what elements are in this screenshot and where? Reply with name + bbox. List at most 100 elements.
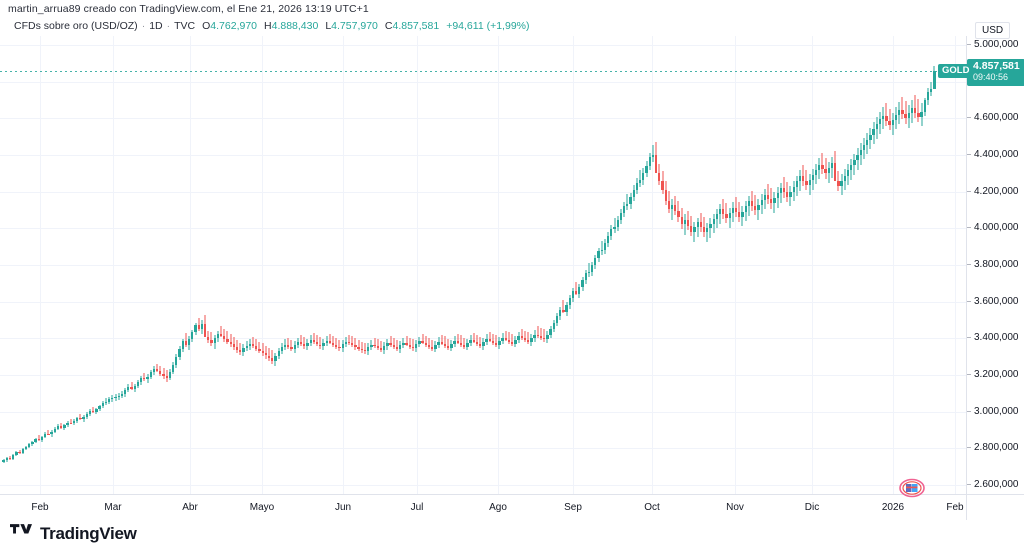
candlestick-wick [271, 350, 273, 364]
candlestick-body [846, 170, 850, 176]
candlestick-wick [332, 336, 334, 348]
candlestick [203, 36, 207, 494]
candlestick [802, 36, 805, 494]
candlestick [200, 36, 204, 494]
candlestick-body [443, 343, 447, 346]
price-axis-tick-label: 3.200,000 [974, 368, 1019, 380]
candlestick-wick [722, 198, 724, 219]
candlestick-wick [767, 184, 769, 205]
candlestick [28, 36, 31, 494]
candlestick-wick [105, 398, 107, 406]
chart-pane[interactable] [0, 36, 966, 494]
candlestick-wick [588, 262, 590, 278]
candlestick-body [283, 344, 287, 348]
candlestick [69, 36, 72, 494]
candlestick-body [690, 225, 693, 232]
candlestick [872, 36, 875, 494]
candlestick-body [635, 182, 639, 190]
candlestick-body [56, 426, 60, 429]
candlestick-wick [885, 103, 887, 126]
candlestick [786, 36, 789, 494]
gridline-vertical [417, 36, 418, 494]
candlestick-body [597, 251, 600, 259]
legend-low: L4.757,970 [325, 20, 378, 32]
candlestick [44, 36, 47, 494]
candlestick-body [117, 395, 120, 398]
time-axis-tick-label: Feb [946, 502, 964, 513]
candlestick-body [533, 334, 536, 339]
candlestick [869, 36, 872, 494]
candlestick-body [88, 410, 92, 414]
candlestick [878, 36, 882, 494]
candlestick-body [709, 223, 712, 229]
candlestick-body [395, 347, 399, 349]
candlestick-body [664, 190, 667, 201]
gridline-horizontal [0, 374, 966, 376]
candlestick-body [658, 173, 661, 181]
candlestick-body [584, 273, 587, 281]
candlestick-wick [156, 363, 158, 373]
price-axis-tick-label: 4.600,000 [974, 112, 1019, 124]
time-axis[interactable]: Feb Mar Abr Mayo Jun Jul Ago Sep Oct Nov Dic 2026 Fe… [0, 494, 966, 521]
candlestick-wick [917, 99, 919, 123]
legend-symbol[interactable]: CFDs sobre oro (USD/OZ) [14, 20, 138, 32]
candlestick [367, 36, 370, 494]
candlestick-body [197, 325, 200, 329]
candlestick-body [399, 345, 402, 349]
candlestick-wick [255, 338, 257, 352]
candlestick-body [878, 119, 882, 125]
candlestick-body [370, 344, 373, 348]
candlestick [610, 36, 613, 494]
candlestick [309, 36, 312, 494]
candlestick-body [5, 458, 8, 460]
candlestick-wick [425, 335, 427, 348]
candlestick [706, 36, 709, 494]
time-axis-tick-label: Ago [489, 502, 507, 513]
candlestick-wick [92, 406, 94, 413]
candlestick-wick [889, 108, 891, 131]
candlestick-body [712, 218, 715, 224]
candlestick-body [693, 227, 696, 232]
candlestick-body [475, 341, 479, 345]
candlestick-body [239, 349, 242, 352]
candlestick [248, 36, 252, 494]
candlestick [498, 36, 501, 494]
candlestick-wick [326, 335, 328, 346]
candlestick-body [456, 340, 459, 343]
candlestick [811, 36, 814, 494]
candlestick [399, 36, 402, 494]
candlestick [194, 36, 197, 494]
candlestick-body [926, 92, 930, 101]
candlestick [418, 36, 421, 494]
candlestick [152, 36, 156, 494]
candlestick [575, 36, 578, 494]
candlestick-body [309, 340, 312, 343]
candlestick-body [303, 344, 306, 347]
candlestick-wick [521, 328, 523, 340]
candlestick-body [645, 165, 648, 174]
candlestick [47, 36, 50, 494]
candlestick [392, 36, 395, 494]
candlestick [738, 36, 741, 494]
candlestick-body [223, 336, 226, 339]
candlestick-body [210, 339, 213, 344]
price-axis-tick: 4.200,000 [967, 186, 1019, 197]
candlestick-body [571, 291, 575, 299]
candlestick-body [347, 341, 351, 344]
candlestick-wick [422, 334, 424, 345]
gridline-vertical [812, 36, 813, 494]
candlestick-body [296, 342, 300, 345]
candlestick [814, 36, 818, 494]
candlestick [923, 36, 926, 494]
candlestick [885, 36, 888, 494]
legend-interval[interactable]: 1D [149, 20, 163, 32]
candlestick [635, 36, 639, 494]
candlestick [520, 36, 523, 494]
candlestick-body [152, 369, 156, 372]
candlestick [34, 36, 37, 494]
candlestick-body [229, 341, 232, 345]
candlestick [702, 36, 706, 494]
candlestick-body [802, 176, 805, 181]
candlestick-body [763, 194, 767, 200]
price-axis[interactable]: USD 5.000,000 4.600,000 4.400,000 4.200,000… [966, 22, 1024, 494]
